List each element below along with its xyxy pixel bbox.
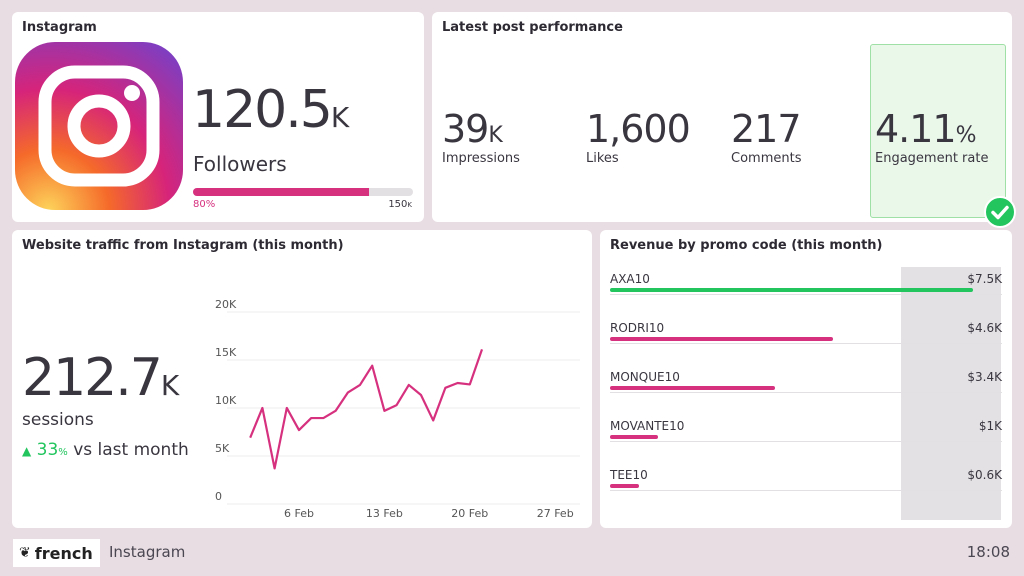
engagement-highlight: [870, 44, 1006, 218]
card-title: Revenue by promo code (this month): [610, 238, 883, 253]
brand-logo: ❦ french: [13, 539, 100, 567]
y-tick-label: 15K: [215, 346, 237, 359]
x-tick-label: 6 Feb: [284, 507, 314, 520]
y-tick-label: 20K: [215, 298, 237, 311]
card-title: Latest post performance: [442, 20, 623, 35]
promo-row: MONQUE10 $3.4K: [610, 370, 1002, 419]
traffic-series-line: [249, 349, 484, 470]
promo-code: MONQUE10: [610, 370, 680, 384]
promo-code: TEE10: [610, 468, 648, 482]
promo-code: MOVANTE10: [610, 419, 685, 433]
promo-row: TEE10 $0.6K: [610, 468, 1002, 517]
promo-bar: [610, 386, 775, 390]
check-icon: [984, 196, 1016, 228]
instagram-logo-icon: [15, 42, 183, 210]
traffic-line-chart: 0 5K 10K 15K 20K 6 Feb 13 Feb 20 Feb 27 Feb: [215, 298, 580, 520]
promo-bar: [610, 337, 833, 341]
promo-bar: [610, 484, 640, 488]
promo-amount: $4.6K: [967, 321, 1002, 335]
card-title: Instagram: [22, 20, 97, 35]
change-indicator: ▲ 33% vs last month: [22, 440, 189, 460]
promo-row: MOVANTE10 $1K: [610, 419, 1002, 468]
y-tick-label: 5K: [215, 442, 230, 455]
promo-row: AXA10 $7.5K: [610, 272, 1002, 321]
sessions-value: 212.7K: [22, 348, 180, 408]
traffic-card: Website traffic from Instagram (this mon…: [12, 230, 592, 528]
promo-amount: $0.6K: [967, 468, 1002, 482]
metric-likes: 1,600 Likes: [586, 107, 691, 166]
followers-label: Followers: [193, 152, 287, 176]
amount-column-bg: [901, 267, 1001, 520]
promo-row: RODRI10 $4.6K: [610, 321, 1002, 370]
promo-amount: $1K: [978, 419, 1002, 433]
metric-comments: 217 Comments: [731, 107, 802, 166]
footer-app-name: Instagram: [109, 543, 186, 561]
x-tick-label: 20 Feb: [451, 507, 488, 520]
revenue-card: Revenue by promo code (this month) AXA10…: [600, 230, 1012, 528]
metric-engagement-rate: 4.11% Engagement rate: [875, 107, 989, 166]
metric-impressions: 39K Impressions: [442, 107, 520, 166]
promo-bar: [610, 288, 973, 292]
promo-code: AXA10: [610, 272, 650, 286]
progress-label: 80%: [193, 199, 216, 210]
goal-label: 150K: [388, 199, 412, 210]
clock: 18:08: [966, 543, 1010, 561]
x-tick-label: 13 Feb: [366, 507, 403, 520]
followers-progress: [193, 188, 413, 196]
promo-amount: $7.5K: [967, 272, 1002, 286]
card-title: Website traffic from Instagram (this mon…: [22, 238, 344, 253]
y-tick-label: 0: [215, 490, 222, 503]
promo-code: RODRI10: [610, 321, 665, 335]
sessions-label: sessions: [22, 410, 94, 430]
instagram-card: Instagram 120.5K Followers 80% 150K: [12, 12, 424, 222]
heart-hands-icon: ❦: [19, 545, 31, 561]
followers-value: 120.5K: [192, 80, 350, 140]
promo-amount: $3.4K: [967, 370, 1002, 384]
arrow-up-icon: ▲: [22, 444, 32, 458]
y-tick-label: 10K: [215, 394, 237, 407]
promo-bar: [610, 435, 659, 439]
latest-post-card: Latest post performance 39K Impressions 1…: [432, 12, 1016, 228]
x-tick-label: 27 Feb: [537, 507, 574, 520]
